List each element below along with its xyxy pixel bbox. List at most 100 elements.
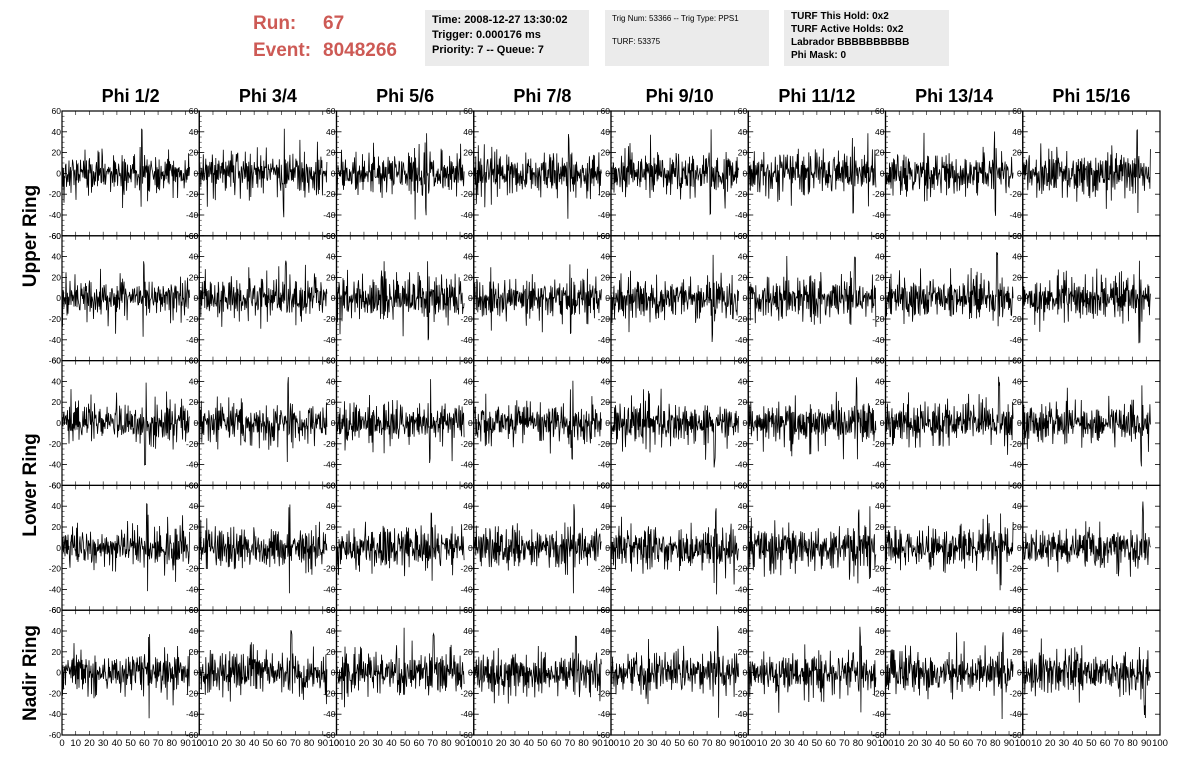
turf-text: TURF: 53375 xyxy=(612,37,661,46)
y-tick-label: 0 xyxy=(1017,418,1022,428)
x-tick-label: 0 xyxy=(334,738,339,749)
y-tick-label: -40 xyxy=(323,709,336,719)
y-tick-label: 20 xyxy=(463,647,473,657)
y-tick-label: 60 xyxy=(326,480,336,490)
y-tick-label: 0 xyxy=(56,543,61,553)
waveform-trace xyxy=(610,388,739,468)
y-tick-label: 60 xyxy=(52,480,62,490)
y-tick-label: -40 xyxy=(460,709,473,719)
y-tick-label: 40 xyxy=(189,252,199,262)
time-text: Time: 2008-12-27 13:30:02 xyxy=(432,14,568,26)
y-tick-label: -20 xyxy=(323,189,336,199)
y-tick-label: 0 xyxy=(605,168,610,178)
y-tick-label: -40 xyxy=(598,709,611,719)
y-tick-label: 0 xyxy=(331,543,336,553)
y-tick-label: -60 xyxy=(49,231,62,241)
y-tick-label: 40 xyxy=(738,626,748,636)
y-tick-label: -40 xyxy=(735,460,748,470)
y-tick-label: -20 xyxy=(735,314,748,324)
y-tick-label: 20 xyxy=(738,647,748,657)
x-tick-label: 10 xyxy=(619,738,630,749)
y-tick-label: 20 xyxy=(52,522,62,532)
x-tick-label: 90 xyxy=(866,738,877,749)
y-tick-label: -40 xyxy=(735,709,748,719)
waveform-trace xyxy=(336,627,465,708)
x-tick-label: 20 xyxy=(496,738,507,749)
waveform-trace xyxy=(61,261,190,337)
y-tick-label: 60 xyxy=(1012,480,1022,490)
y-tick-label: -60 xyxy=(49,356,62,366)
x-tick-label: 80 xyxy=(990,738,1001,749)
y-tick-label: 0 xyxy=(605,418,610,428)
y-tick-label: 20 xyxy=(1012,647,1022,657)
y-tick-label: -40 xyxy=(186,709,199,719)
y-tick-label: 0 xyxy=(743,293,748,303)
y-tick-label: 0 xyxy=(194,293,199,303)
x-tick-label: 20 xyxy=(1045,738,1056,749)
y-tick-label: -40 xyxy=(460,584,473,594)
x-tick-label: 60 xyxy=(414,738,425,749)
waveform-trace xyxy=(1022,129,1151,214)
x-tick-label: 60 xyxy=(825,738,836,749)
y-tick-label: 20 xyxy=(463,397,473,407)
y-tick-label: 20 xyxy=(52,148,62,158)
waveform-trace xyxy=(473,504,602,594)
y-tick-label: 60 xyxy=(875,605,885,615)
y-tick-label: 20 xyxy=(52,272,62,282)
run-label: Run: xyxy=(253,13,297,34)
y-tick-label: -20 xyxy=(598,439,611,449)
x-tick-label: 30 xyxy=(510,738,521,749)
x-tick-label: 30 xyxy=(784,738,795,749)
y-tick-label: -40 xyxy=(1009,709,1022,719)
y-tick-label: 0 xyxy=(331,168,336,178)
trigger-text: Trigger: 0.000176 ms xyxy=(432,29,541,41)
x-tick-label: 70 xyxy=(153,738,164,749)
y-tick-label: 0 xyxy=(331,668,336,678)
y-tick-label: 40 xyxy=(52,501,62,511)
y-tick-label: 20 xyxy=(326,397,336,407)
y-tick-label: -60 xyxy=(1009,730,1022,740)
phi-mask-text: Phi Mask: 0 xyxy=(791,50,847,61)
x-tick-label: 80 xyxy=(716,738,727,749)
y-tick-label: -20 xyxy=(1009,688,1022,698)
y-tick-label: -40 xyxy=(735,210,748,220)
y-tick-label: -20 xyxy=(598,564,611,574)
y-tick-label: 20 xyxy=(189,272,199,282)
y-tick-label: 60 xyxy=(326,106,336,116)
y-tick-label: 60 xyxy=(189,106,199,116)
y-tick-label: 20 xyxy=(738,397,748,407)
y-tick-label: 20 xyxy=(601,148,611,158)
waveform-trace xyxy=(747,255,877,327)
y-tick-label: 40 xyxy=(738,127,748,137)
x-tick-label: 100 xyxy=(603,738,619,749)
y-tick-label: 0 xyxy=(468,293,473,303)
phi-label-2: Phi 3/4 xyxy=(238,86,297,106)
y-tick-label: -40 xyxy=(1009,584,1022,594)
y-tick-label: -20 xyxy=(460,564,473,574)
y-tick-label: 20 xyxy=(463,272,473,282)
x-tick-label: 40 xyxy=(112,738,123,749)
y-tick-label: 40 xyxy=(189,127,199,137)
x-tick-label: 80 xyxy=(441,738,452,749)
y-tick-label: -20 xyxy=(323,564,336,574)
waveform-trace xyxy=(1022,385,1151,467)
y-tick-label: 40 xyxy=(463,376,473,386)
x-tick-label: 30 xyxy=(235,738,246,749)
waveform-trace xyxy=(885,376,1014,455)
y-tick-label: -20 xyxy=(598,314,611,324)
y-tick-label: -20 xyxy=(1009,189,1022,199)
y-tick-label: 20 xyxy=(1012,272,1022,282)
y-tick-label: 60 xyxy=(1012,356,1022,366)
y-tick-label: -60 xyxy=(323,730,336,740)
y-tick-label: 40 xyxy=(463,127,473,137)
